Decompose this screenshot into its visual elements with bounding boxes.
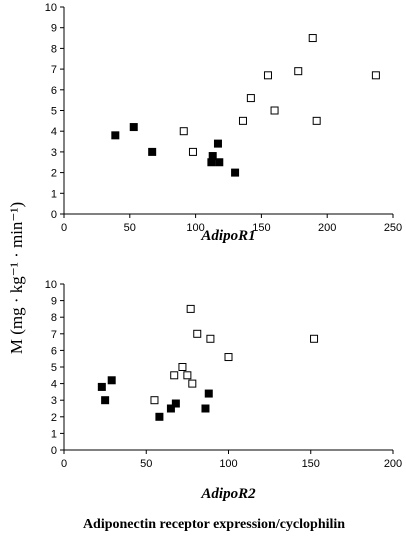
adipor1-y-tick-label: 0 <box>51 209 57 221</box>
adipor2-y-tick-label: 2 <box>51 412 57 424</box>
adipor2-open-point <box>183 371 192 380</box>
adipor1-x-tick-label: 250 <box>384 222 402 234</box>
adipor2-open-point <box>170 371 179 380</box>
y-axis-label: M (mg · kg⁻¹ · min⁻¹) <box>7 202 26 354</box>
adipor2-filled-point <box>97 382 106 391</box>
adipor1-filled-point <box>213 139 222 148</box>
adipor1-open-point <box>270 106 279 115</box>
adipor2-filled-point <box>166 404 175 413</box>
adipor2-y-tick-label: 5 <box>51 362 57 374</box>
adipor2-x-tick-label: 50 <box>140 458 152 470</box>
adipor1-y-tick-label: 1 <box>51 188 57 200</box>
adipor1-filled-point <box>215 158 224 167</box>
adipor2-filled-point <box>101 396 110 405</box>
adipor2-y-tick-label: 3 <box>51 395 57 407</box>
adipor1-filled-point <box>111 131 120 140</box>
adipor1-open-point <box>263 71 272 80</box>
adipor1-open-point <box>238 116 247 125</box>
adipor1-open-point <box>188 147 197 156</box>
adipor2-x-tick-label: 200 <box>384 458 402 470</box>
figure-caption: Adiponectin receptor expression/cyclophi… <box>83 517 345 532</box>
adipor1-x-tick-label: 150 <box>252 222 270 234</box>
adipor2-open-point <box>310 334 319 343</box>
adipor2-x-tick-label: 100 <box>219 458 237 470</box>
adipor1-open-point <box>246 94 255 103</box>
adipor1-open-point <box>308 34 317 43</box>
adipor2-y-tick-label: 1 <box>51 428 57 440</box>
adipor1-x-axis-title: AdipoR1 <box>200 228 255 244</box>
adipor2-filled-point <box>155 412 164 421</box>
adipor1-y-tick-label: 6 <box>51 85 57 97</box>
adipor1-open-point <box>294 67 303 76</box>
adipor2-open-point <box>224 353 233 362</box>
adipor2-filled-point <box>171 399 180 408</box>
adipor2-open-point <box>186 304 195 313</box>
adipor2-open-point <box>188 379 197 388</box>
adipor1-open-point <box>312 116 321 125</box>
adipor2-filled-point <box>201 404 210 413</box>
adipor1-y-tick-label: 8 <box>51 43 57 55</box>
adipor1-filled-point <box>231 168 240 177</box>
adipor1-y-tick-label: 9 <box>51 23 57 35</box>
adipor2-x-tick-label: 0 <box>61 458 67 470</box>
adipor2-open-point <box>178 363 187 371</box>
adipor1-y-tick-label: 5 <box>51 106 57 118</box>
adipor2-filled-point <box>107 376 116 385</box>
adipor1-x-tick-label: 0 <box>61 222 67 234</box>
adipor2-open-point <box>206 334 215 343</box>
adipor1-y-tick-label: 3 <box>51 147 57 159</box>
adipor1-y-tick-label: 10 <box>45 2 57 14</box>
adipor2-y-tick-label: 7 <box>51 329 57 341</box>
adipor1-open-point <box>371 71 380 80</box>
adipor1-filled-point <box>148 147 157 156</box>
adipor1-x-tick-label: 50 <box>124 222 136 234</box>
adipor2-x-tick-label: 150 <box>302 458 320 470</box>
adipor2-y-tick-label: 10 <box>45 279 57 291</box>
adipor1-x-tick-label: 200 <box>318 222 336 234</box>
adipor2-open-point <box>150 396 159 405</box>
adipor2-filled-point <box>204 389 213 398</box>
adipor1-filled-point <box>129 123 138 132</box>
adipor1-y-tick-label: 4 <box>51 126 57 138</box>
adipor2-open-point <box>193 329 202 338</box>
adipor1-open-point <box>179 127 188 136</box>
adipor1-filled-point <box>208 152 217 161</box>
adipor2-y-tick-label: 9 <box>51 296 57 308</box>
adipor1-y-tick-label: 7 <box>51 64 57 76</box>
adipor2-y-tick-label: 0 <box>51 445 57 457</box>
adipor1-y-tick-label: 2 <box>51 168 57 180</box>
adipor2-y-tick-label: 6 <box>51 345 57 357</box>
adipor2-y-tick-label: 4 <box>51 379 57 391</box>
adipor2-x-axis-title: AdipoR2 <box>200 486 256 502</box>
adipor1-x-tick-label: 100 <box>186 222 204 234</box>
adipor2-y-tick-label: 8 <box>51 312 57 324</box>
